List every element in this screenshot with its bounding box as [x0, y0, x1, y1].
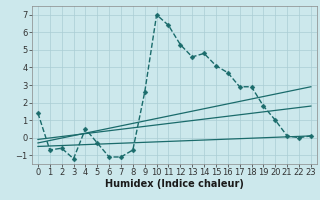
X-axis label: Humidex (Indice chaleur): Humidex (Indice chaleur)	[105, 179, 244, 189]
